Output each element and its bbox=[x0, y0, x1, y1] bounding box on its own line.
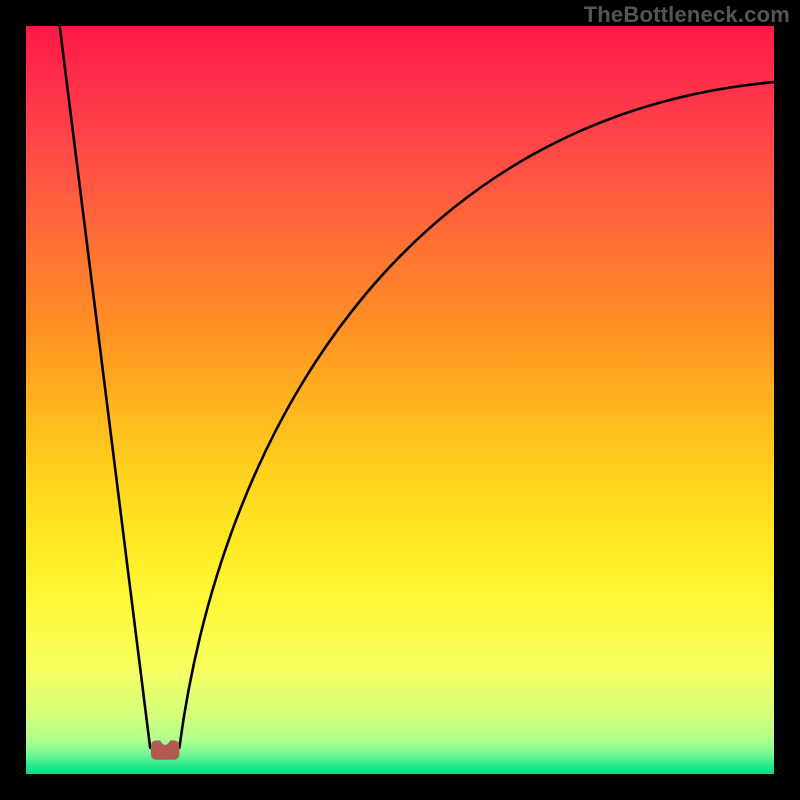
chart-canvas bbox=[0, 0, 800, 800]
watermark-text: TheBottleneck.com bbox=[584, 2, 790, 28]
